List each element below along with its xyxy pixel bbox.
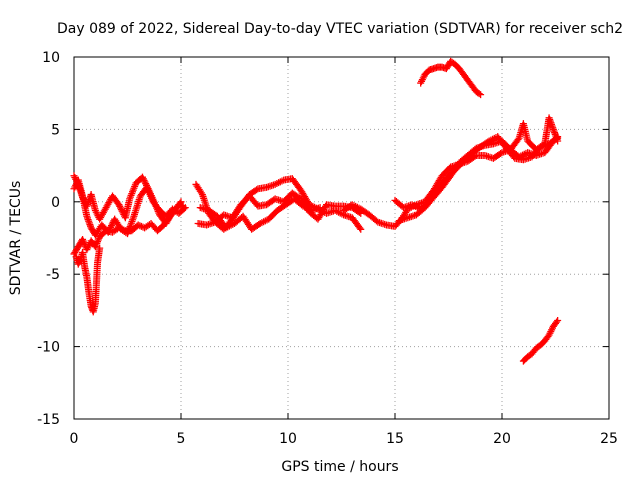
data-point (253, 186, 261, 194)
data-point (141, 178, 149, 186)
data-point (180, 205, 188, 213)
y-tick-label: 10 (42, 50, 60, 66)
data-point (118, 225, 126, 233)
grid (74, 57, 609, 419)
data-point (181, 204, 189, 212)
data-point (514, 136, 522, 144)
data-point (117, 225, 125, 233)
y-axis-label: SDTVAR / TECUs (8, 181, 24, 296)
series-track-c (70, 198, 185, 258)
x-tick-label: 0 (70, 431, 79, 447)
axis-ticks: 0 5 10 15 20 25 -15 -10 -5 0 5 10 (37, 50, 618, 447)
data-point (118, 207, 126, 215)
data-point (316, 204, 324, 212)
series-track-d (72, 244, 104, 316)
data-point (120, 226, 128, 234)
data-point (139, 175, 147, 183)
data-point (116, 202, 124, 210)
x-tick-label: 20 (493, 431, 511, 447)
data-point (357, 225, 365, 233)
x-tick-label: 15 (386, 431, 404, 447)
data-point (475, 90, 483, 98)
data-point (115, 224, 123, 232)
data-point (554, 317, 562, 325)
data-point (115, 201, 123, 209)
data-point (356, 224, 364, 232)
data-point (140, 176, 148, 184)
data-point (497, 150, 505, 158)
data-point (96, 244, 104, 252)
series-track-f (194, 189, 365, 229)
chart-title: Day 089 of 2022, Sidereal Day-to-day VTE… (57, 21, 623, 37)
series-track-k (417, 57, 485, 99)
data-point (117, 204, 125, 212)
plot-frame (73, 56, 610, 420)
series-track-l (519, 317, 562, 365)
data-point (477, 91, 485, 99)
data-point (134, 221, 142, 229)
x-tick-label: 10 (279, 431, 297, 447)
data-point (136, 222, 144, 230)
y-tick-label: 5 (51, 122, 60, 138)
data-point (176, 199, 184, 207)
data-point (554, 137, 562, 145)
series-track-j (395, 114, 562, 225)
y-tick-label: 0 (51, 195, 60, 211)
data-point (177, 198, 185, 206)
y-tick-label: -10 (37, 340, 60, 356)
series-track-g (196, 195, 324, 233)
y-tick-label: -15 (37, 412, 60, 428)
y-tick-label: -5 (46, 267, 60, 283)
data-points (70, 57, 562, 365)
data-point (138, 173, 146, 181)
x-axis-label: GPS time / hours (281, 459, 398, 475)
data-point (107, 222, 115, 230)
x-tick-label: 25 (600, 431, 618, 447)
x-tick-label: 5 (177, 431, 186, 447)
data-point (553, 318, 561, 326)
